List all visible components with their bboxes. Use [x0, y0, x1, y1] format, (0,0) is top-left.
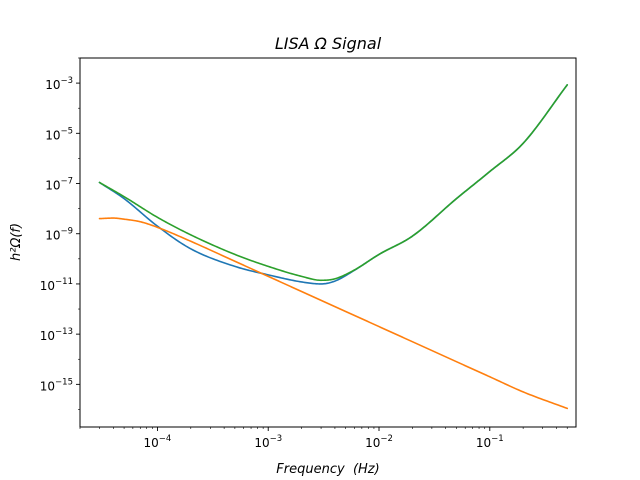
- y-tick-label: 10−7: [45, 177, 73, 193]
- y-tick-label: 10−11: [40, 277, 73, 293]
- chart-title: LISA Ω Signal: [275, 34, 382, 53]
- x-axis-label: Frequency (Hz): [276, 462, 379, 477]
- x-tick-label: 10−2: [365, 434, 393, 450]
- y-tick-label: 10−5: [45, 126, 73, 142]
- axis-ticks: 10−4 10−3 10−2 10−1 10−15 10−13 10−11 10−9 10−7 1…: [40, 57, 568, 450]
- plot-area: [98, 84, 569, 410]
- y-tick-label: 10−9: [45, 227, 73, 243]
- x-tick-label: 10−4: [144, 434, 172, 450]
- x-tick-label: 10−1: [476, 434, 504, 450]
- y-tick-label: 10−3: [45, 76, 73, 92]
- y-tick-label: 10−15: [40, 377, 73, 393]
- axes-frame: [79, 57, 577, 428]
- series-line-3: [98, 84, 569, 282]
- y-axis-label: h²Ω(f): [9, 223, 24, 261]
- series-line-2: [98, 217, 569, 410]
- x-tick-label: 10−3: [254, 434, 282, 450]
- y-tick-label: 10−13: [40, 327, 73, 343]
